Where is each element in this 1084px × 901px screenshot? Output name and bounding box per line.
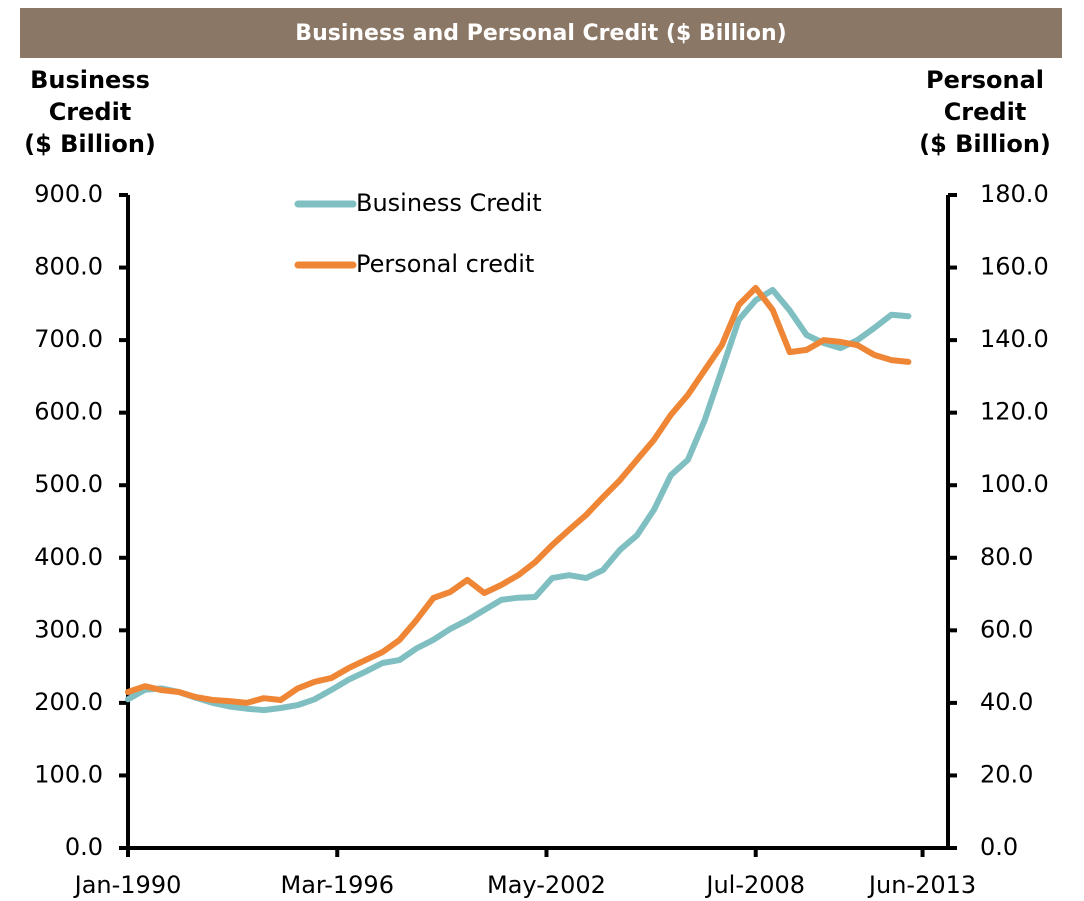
y-axis-label: Business bbox=[30, 66, 150, 94]
y-tick-label: 900.0 bbox=[34, 180, 103, 208]
y2-tick-label: 100.0 bbox=[980, 470, 1049, 498]
x-tick-label: Jun-2013 bbox=[867, 871, 976, 899]
y-tick-label: 400.0 bbox=[34, 543, 103, 571]
y2-axis-label: Credit bbox=[944, 98, 1027, 126]
y2-tick-label: 60.0 bbox=[980, 615, 1033, 643]
y-tick-label: 0.0 bbox=[65, 833, 103, 861]
y2-tick-label: 20.0 bbox=[980, 760, 1033, 788]
y2-tick-label: 120.0 bbox=[980, 398, 1049, 426]
y2-tick-label: 180.0 bbox=[980, 180, 1049, 208]
y-tick-label: 200.0 bbox=[34, 688, 103, 716]
legend-label: Business Credit bbox=[356, 189, 542, 217]
chart-title: Business and Personal Credit ($ Billion) bbox=[295, 21, 786, 46]
y2-tick-label: 140.0 bbox=[980, 325, 1049, 353]
y2-axis-label: Personal bbox=[926, 66, 1044, 94]
series-line bbox=[125, 284, 912, 706]
series-line bbox=[125, 287, 912, 714]
y-axis-label: ($ Billion) bbox=[24, 130, 156, 158]
x-tick-label: Jan-1990 bbox=[73, 871, 182, 899]
y-axis-label: Credit bbox=[49, 98, 132, 126]
legend-label: Personal credit bbox=[356, 250, 534, 278]
x-tick-label: May-2002 bbox=[487, 871, 606, 899]
y-tick-label: 700.0 bbox=[34, 325, 103, 353]
y-tick-label: 600.0 bbox=[34, 398, 103, 426]
x-tick-label: Jul-2008 bbox=[704, 871, 805, 899]
y2-tick-label: 80.0 bbox=[980, 543, 1033, 571]
y2-axis-label: ($ Billion) bbox=[919, 130, 1051, 158]
y-tick-label: 300.0 bbox=[34, 615, 103, 643]
y2-tick-label: 0.0 bbox=[980, 833, 1018, 861]
y-tick-label: 500.0 bbox=[34, 470, 103, 498]
y2-tick-label: 40.0 bbox=[980, 688, 1033, 716]
x-tick-label: Mar-1996 bbox=[280, 871, 393, 899]
y-tick-label: 800.0 bbox=[34, 253, 103, 281]
title-banner bbox=[20, 8, 1062, 58]
y2-tick-label: 160.0 bbox=[980, 253, 1049, 281]
y-tick-label: 100.0 bbox=[34, 760, 103, 788]
